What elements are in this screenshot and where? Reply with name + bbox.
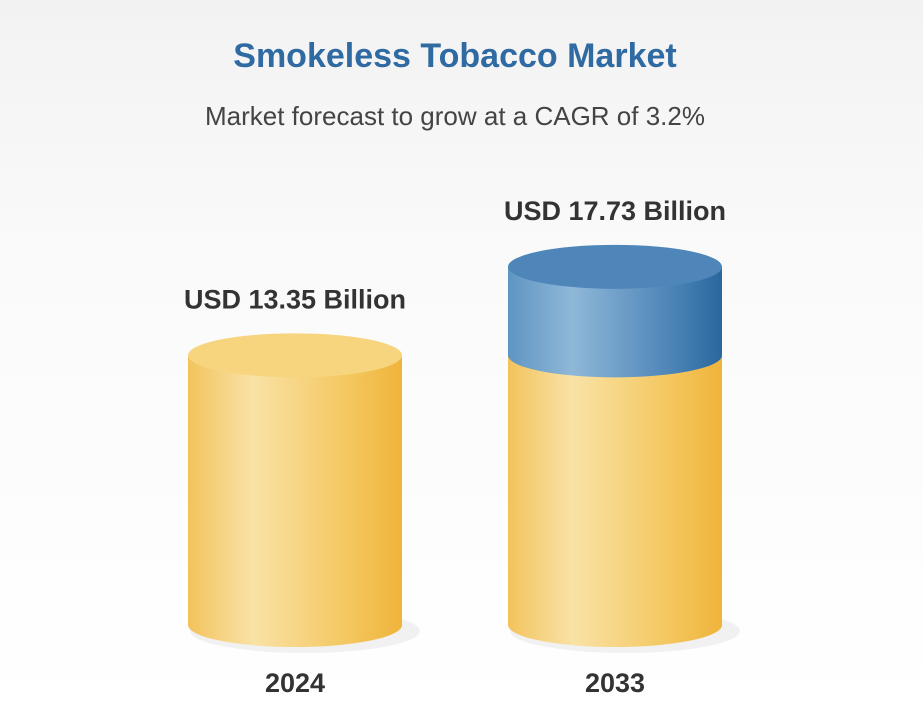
chart-subtitle: Market forecast to grow at a CAGR of 3.2… xyxy=(205,101,705,131)
chart-title: Smokeless Tobacco Market xyxy=(233,37,676,75)
bar-top xyxy=(508,244,722,289)
bar-growth xyxy=(508,266,722,378)
bar-base xyxy=(508,355,722,647)
value-label: USD 13.35 Billion xyxy=(184,284,406,314)
x-tick-label: 2033 xyxy=(585,668,645,698)
bar-top xyxy=(188,333,402,378)
bar xyxy=(188,355,402,647)
x-tick-label: 2024 xyxy=(265,668,325,698)
value-label: USD 17.73 Billion xyxy=(504,196,726,226)
